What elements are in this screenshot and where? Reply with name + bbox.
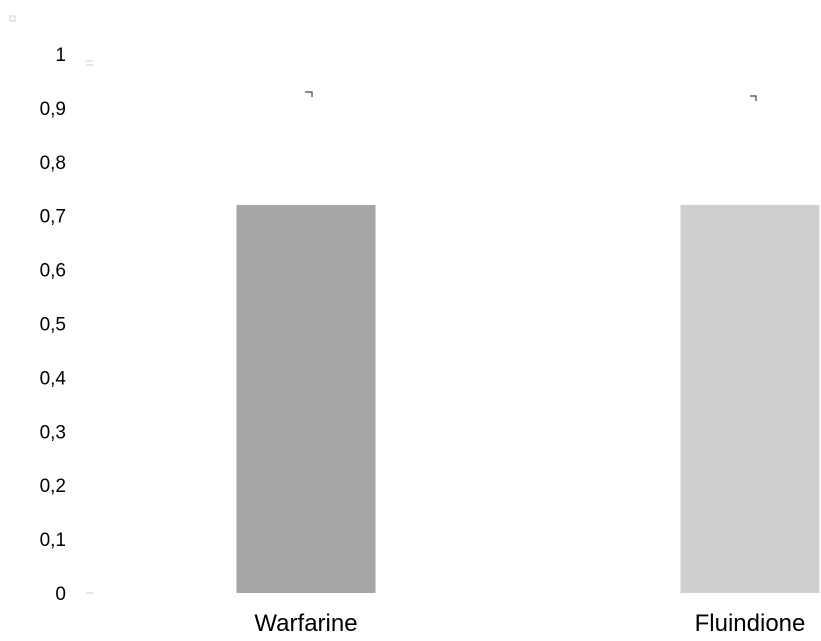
y-tick-label: 0,3 xyxy=(40,422,66,443)
y-tick-label: 0,7 xyxy=(40,207,66,228)
y-tick-label: 0,9 xyxy=(40,99,66,120)
error-bar-cap-left xyxy=(305,91,313,97)
y-tick-label: 0,2 xyxy=(40,476,66,497)
bars xyxy=(236,204,820,594)
bar-warfarine xyxy=(236,204,376,594)
y-tick-label: 0,5 xyxy=(40,315,66,336)
y-tick-label: 0 xyxy=(55,584,66,605)
y-tick-label: 1 xyxy=(55,45,66,66)
y-tick-label: 0,4 xyxy=(40,368,67,389)
y-axis-ticks: 0 0,1 0,2 0,3 0,4 0,5 0,6 0,7 0,8 0,9 1 xyxy=(40,45,67,605)
x-axis-categories: Warfarine Fluindione xyxy=(254,610,805,637)
corner-marker xyxy=(9,15,16,22)
y-tick-label: 0,1 xyxy=(40,530,66,551)
y-tick-label: 0,6 xyxy=(40,261,66,282)
y-tick-label: 0,8 xyxy=(40,153,66,174)
category-label: Warfarine xyxy=(254,610,357,637)
error-bar-cap-right xyxy=(750,95,757,101)
bar-fluindione xyxy=(680,204,820,594)
category-label: Fluindione xyxy=(695,610,806,637)
